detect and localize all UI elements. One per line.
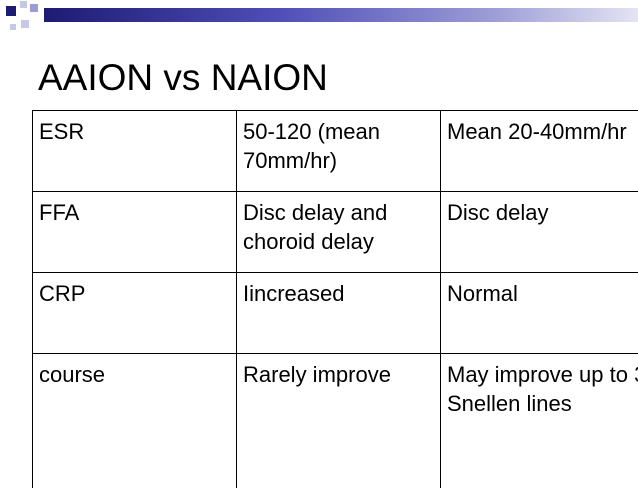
naion-esr-cell: Mean 20-40mm/hr [441, 111, 638, 192]
decor-square-2 [20, 1, 27, 8]
naion-ffa-cell: Disc delay [441, 192, 638, 273]
decor-square-4 [21, 20, 29, 28]
row-label-esr: ESR [33, 111, 237, 192]
naion-crp-cell: Normal [441, 273, 638, 354]
table-row: ESR 50-120 (mean 70mm/hr) Mean 20-40mm/h… [33, 111, 638, 192]
aaion-esr-cell: 50-120 (mean 70mm/hr) [237, 111, 441, 192]
decor-square-3 [30, 4, 38, 12]
row-label-crp: CRP [33, 273, 237, 354]
row-label-course: course [33, 354, 237, 488]
decor-square-1 [6, 6, 16, 16]
aaion-course-cell: Rarely improve [237, 354, 441, 488]
row-label-ffa: FFA [33, 192, 237, 273]
aaion-ffa-cell: Disc delay and choroid delay [237, 192, 441, 273]
aaion-crp-cell: Iincreased [237, 273, 441, 354]
header-gradient-bar [44, 8, 638, 22]
slide-title: AAION vs NAION [38, 56, 328, 100]
naion-course-cell: May improve up to 3 Snellen lines [441, 354, 638, 488]
table-row: course Rarely improve May improve up to … [33, 354, 638, 488]
table-row: FFA Disc delay and choroid delay Disc de… [33, 192, 638, 273]
table-row: CRP Iincreased Normal [33, 273, 638, 354]
decor-square-5 [10, 24, 16, 30]
comparison-table: ESR 50-120 (mean 70mm/hr) Mean 20-40mm/h… [32, 110, 616, 478]
